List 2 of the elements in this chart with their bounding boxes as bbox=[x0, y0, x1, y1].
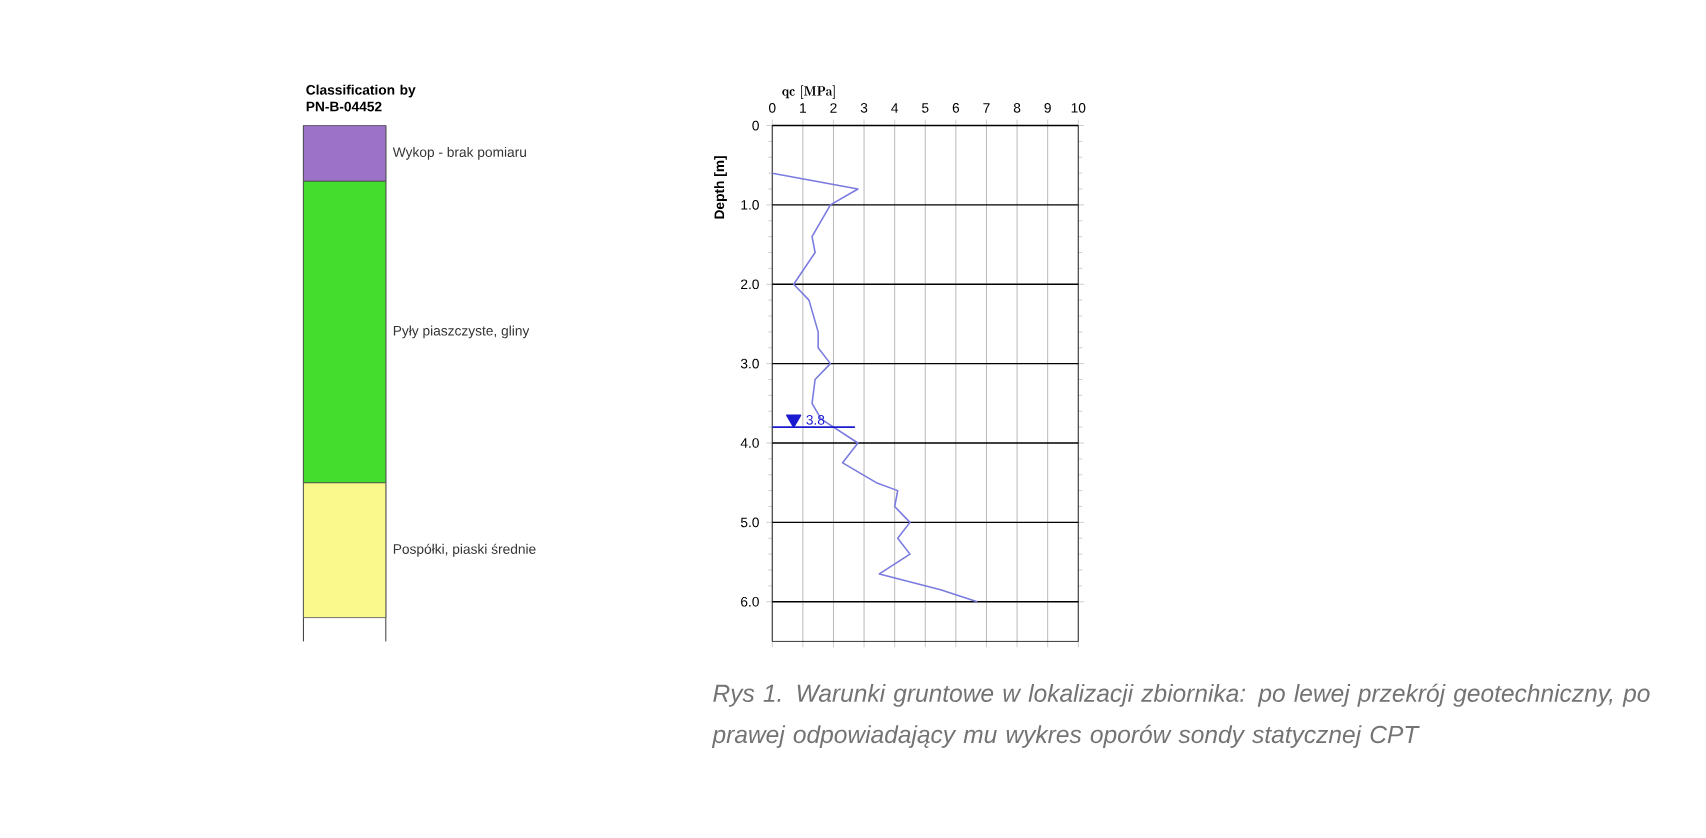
line-series bbox=[771, 172, 979, 603]
text: Rys 1. Warunki gruntowe w lokalizacji zbiornika: po lewej przekrój geotechniczny, po prawej odpowiadający mu wykres oporów sondy statycznej CPT bbox=[711, 683, 1650, 749]
